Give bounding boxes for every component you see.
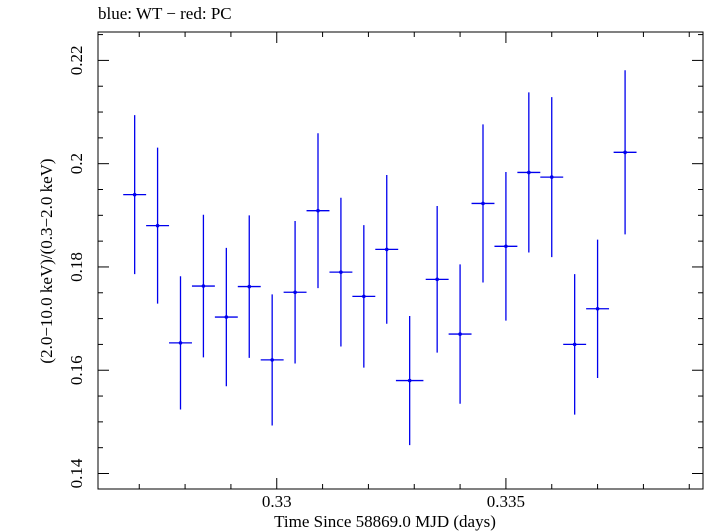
x-tick-label: 0.335 bbox=[487, 492, 525, 511]
y-tick-label: 0.2 bbox=[67, 153, 86, 174]
data-point bbox=[132, 192, 137, 197]
error-bars bbox=[123, 70, 637, 446]
data-point bbox=[384, 247, 389, 252]
data-point bbox=[435, 277, 439, 282]
data-point bbox=[504, 244, 508, 249]
data-point bbox=[595, 306, 600, 311]
data-point bbox=[316, 208, 320, 213]
data-point bbox=[270, 358, 274, 362]
axis-ticks bbox=[98, 32, 703, 489]
data-point bbox=[458, 332, 462, 336]
data-point bbox=[623, 150, 627, 155]
data-point bbox=[339, 270, 343, 274]
plot-frame bbox=[97, 31, 704, 490]
data-point bbox=[527, 170, 531, 175]
y-tick-label: 0.18 bbox=[67, 252, 86, 282]
x-axis-label: Time Since 58869.0 MJD (days) bbox=[274, 512, 496, 531]
axis-tick-labels: 0.33 0.335 0.14 0.16 0.18 0.2 0.22 bbox=[67, 46, 525, 511]
chart-title: blue: WT − red: PC bbox=[98, 4, 232, 23]
data-points bbox=[132, 150, 627, 383]
y-tick-label: 0.14 bbox=[67, 458, 86, 488]
data-point bbox=[178, 341, 183, 345]
y-axis-label: (2.0−10.0 keV)/(0.3−2.0 keV) bbox=[37, 158, 56, 363]
x-tick-label: 0.33 bbox=[262, 492, 292, 511]
data-point bbox=[155, 223, 160, 228]
data-point bbox=[362, 294, 366, 299]
y-tick-label: 0.16 bbox=[67, 355, 86, 385]
data-point bbox=[407, 378, 412, 383]
data-point bbox=[201, 284, 206, 288]
data-point bbox=[247, 284, 252, 289]
data-point bbox=[549, 175, 554, 179]
data-point bbox=[293, 290, 297, 295]
data-point bbox=[572, 342, 577, 347]
data-point bbox=[481, 201, 485, 206]
data-point bbox=[224, 315, 229, 319]
y-tick-label: 0.22 bbox=[67, 46, 86, 76]
